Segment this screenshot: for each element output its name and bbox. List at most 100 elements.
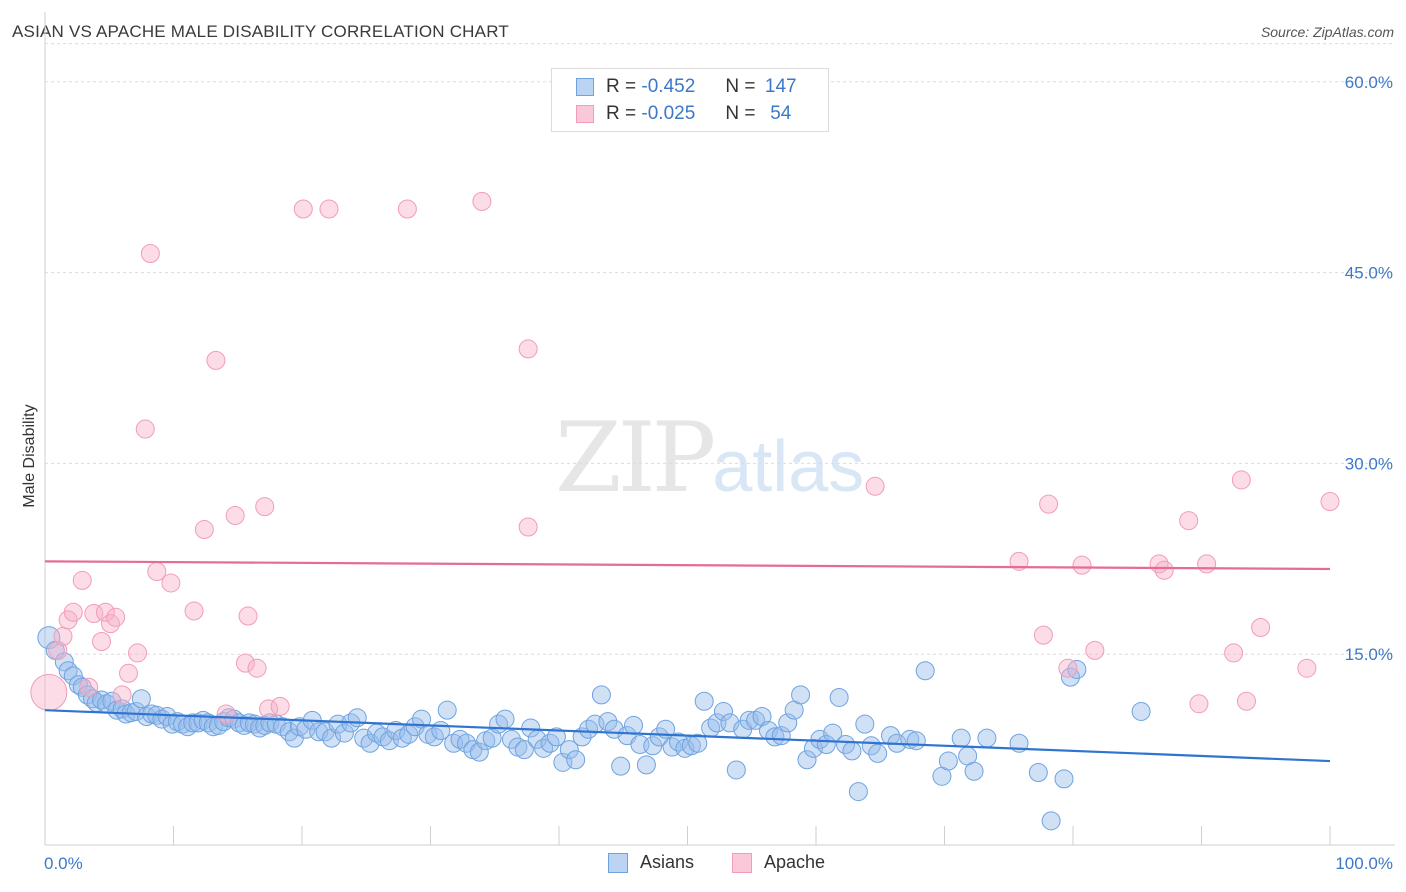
apache-point — [72, 570, 92, 590]
apache-point — [63, 602, 83, 622]
asian-point — [347, 708, 367, 728]
y-tick-label: 30.0% — [1345, 454, 1393, 473]
watermark: ZIPatlas — [555, 402, 864, 514]
legend-swatch-apache — [732, 852, 752, 873]
asian-point — [726, 760, 746, 780]
asian-point — [624, 715, 644, 735]
asian-point — [688, 733, 708, 753]
apache-point — [92, 631, 112, 651]
apache-point — [106, 607, 126, 627]
asian-point — [938, 751, 958, 771]
apache-point — [397, 199, 417, 219]
apache-point — [101, 614, 121, 634]
apache-point — [206, 350, 226, 370]
asian-point — [868, 743, 888, 763]
legend-n-label: N = — [725, 103, 756, 124]
apache-point — [247, 658, 267, 678]
legend-n-value: 54 — [770, 103, 792, 124]
asian-point — [611, 756, 631, 776]
asian-point — [1041, 811, 1061, 831]
asian-point — [279, 722, 299, 742]
legend-n-label: N = — [725, 76, 756, 97]
asian-point — [273, 717, 293, 737]
apache-point — [270, 696, 290, 716]
y-tick-labels: 15.0% 30.0% 45.0% 60.0% — [1345, 73, 1393, 664]
apache-point — [1033, 625, 1053, 645]
asian-point — [598, 712, 618, 732]
apache-point — [1251, 617, 1271, 637]
legend-item-apache: Apache — [732, 852, 825, 873]
asian-point — [58, 661, 78, 681]
asian-point — [514, 740, 534, 760]
asian-point — [848, 782, 868, 802]
x-tick-label: 100.0% — [1335, 854, 1393, 873]
apache-point — [1039, 494, 1059, 514]
asian-point — [501, 729, 521, 749]
asian-point — [765, 727, 785, 747]
apache-point — [1297, 658, 1317, 678]
apache-point — [255, 497, 275, 517]
asian-point — [437, 700, 457, 720]
apache-trend-line — [44, 560, 1331, 571]
asian-point — [234, 715, 254, 735]
apache-point — [518, 339, 538, 359]
correlation-legend: R = -0.452 N = 147 R = -0.025 N = 54 — [551, 68, 829, 132]
asian-point — [977, 728, 997, 748]
asian-point — [559, 740, 579, 760]
asian-point — [778, 713, 798, 733]
asian-point — [906, 731, 926, 751]
legend-label-apache: Apache — [764, 852, 826, 872]
asian-point — [566, 750, 586, 770]
legend-r-label: R = — [606, 76, 637, 97]
apache-point — [135, 419, 155, 439]
series-legend: Asians Apache — [0, 852, 1406, 878]
asian-point — [591, 685, 611, 705]
apache-point — [319, 199, 339, 219]
apache-point — [1320, 492, 1340, 512]
asian-point — [534, 738, 554, 758]
legend-r-value: -0.452 — [641, 76, 696, 97]
legend-row-asians: R = -0.452 N = 147 — [576, 75, 801, 99]
apache-point — [1085, 640, 1105, 660]
apache-point — [161, 573, 181, 593]
apache-point — [1189, 694, 1209, 714]
apache-point — [53, 626, 73, 646]
apache-point — [30, 673, 68, 711]
asian-point — [791, 685, 811, 705]
asian-point — [469, 742, 489, 762]
apache-point — [1058, 658, 1078, 678]
y-tick-label: 45.0% — [1345, 264, 1393, 283]
asian-point — [951, 728, 971, 748]
asian-point — [713, 701, 733, 721]
apache-points — [30, 191, 1340, 724]
apache-point — [259, 699, 279, 719]
asian-point — [495, 709, 515, 729]
axes — [44, 11, 1395, 846]
apache-point — [194, 520, 214, 540]
asian-point — [579, 719, 599, 739]
asian-point — [546, 727, 566, 747]
legend-item-asians: Asians — [608, 852, 694, 873]
source-label: Source: ZipAtlas.com — [1260, 24, 1394, 40]
apache-point — [1197, 554, 1217, 574]
asians-trend-line — [44, 709, 1331, 763]
asian-point — [188, 713, 208, 733]
asian-point — [855, 714, 875, 734]
apache-point — [1009, 551, 1029, 571]
asian-point — [752, 707, 772, 727]
asian-point — [167, 712, 187, 732]
asian-point — [636, 755, 656, 775]
asian-point — [131, 689, 151, 709]
asian-point — [92, 690, 112, 710]
y-tick-label: 15.0% — [1345, 645, 1393, 664]
asians-points — [37, 626, 1151, 831]
x-tick-labels: 0.0% 100.0% — [44, 854, 1393, 873]
asian-point — [797, 750, 817, 770]
legend-swatch-asians — [576, 78, 594, 96]
apache-point — [1236, 691, 1256, 711]
apache-point — [216, 704, 236, 724]
asian-point — [915, 661, 935, 681]
watermark-atlas: atlas — [712, 427, 865, 507]
apache-point — [140, 244, 160, 264]
y-tick-label: 60.0% — [1345, 73, 1393, 92]
